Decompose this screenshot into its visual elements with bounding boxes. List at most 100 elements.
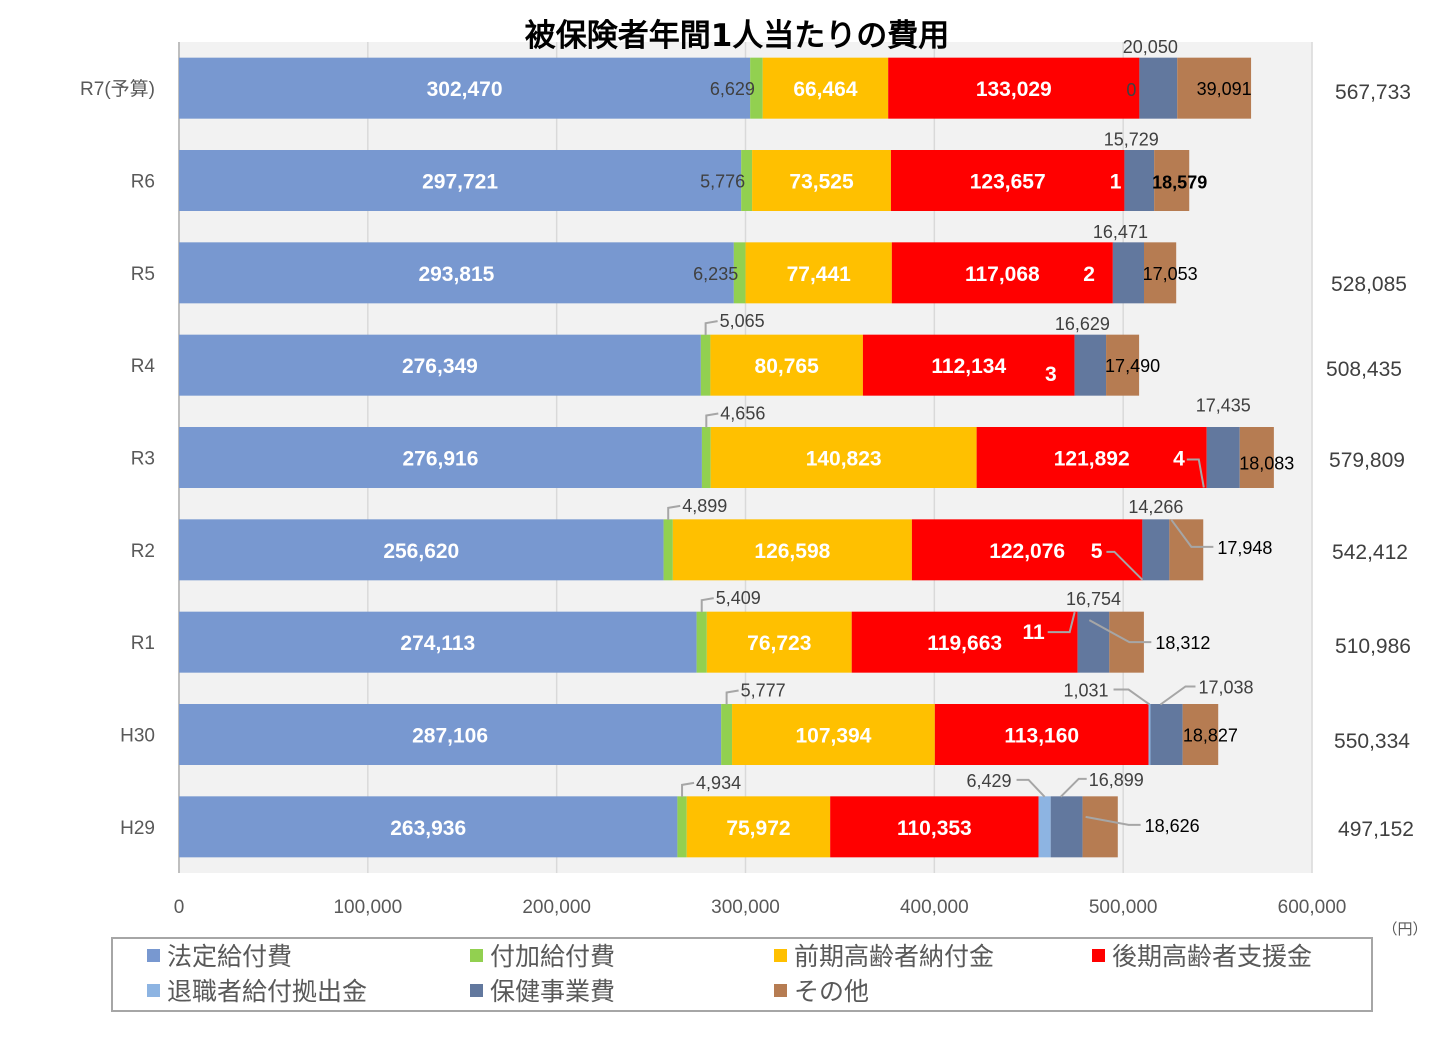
bars — [179, 57, 1274, 858]
data-label: 17,038 — [1198, 678, 1253, 698]
total-label: 497,152 — [1338, 818, 1414, 841]
leader-line — [1159, 685, 1196, 706]
data-label: 4,934 — [696, 773, 741, 793]
bar-segment — [752, 150, 891, 211]
legend-item: 後期高齢者支援金 — [1092, 942, 1312, 971]
legend-item: 退職者給付拠出金 — [147, 977, 367, 1006]
data-label: 17,435 — [1196, 396, 1251, 416]
leader-line — [1047, 611, 1076, 634]
data-label: 6,429 — [967, 771, 1012, 791]
bar-segment — [1206, 427, 1240, 488]
category-labels: R7(予算) R6 R5 R4 R3 R2 R1 H30 H29 — [80, 78, 155, 839]
data-label: 110,353 — [897, 817, 972, 840]
data-label: 302,470 — [427, 78, 503, 101]
category-label: H30 — [120, 726, 155, 747]
x-tick-label: 300,000 — [711, 897, 780, 918]
legend-item: 保健事業費 — [470, 977, 615, 1006]
leader-line — [1016, 778, 1046, 798]
leader-line — [725, 689, 739, 705]
bar-segment — [179, 334, 701, 396]
data-label: 14,266 — [1128, 497, 1183, 517]
total-label: 508,435 — [1326, 358, 1402, 381]
data-label: 11 — [1022, 621, 1045, 644]
data-label: 6,235 — [693, 264, 738, 284]
legend-label: 退職者給付拠出金 — [167, 977, 367, 1006]
bar-segment — [1112, 242, 1144, 304]
total-label: 510,986 — [1335, 635, 1411, 658]
data-label: 133,029 — [976, 78, 1052, 101]
data-label: 4,656 — [720, 404, 765, 424]
bar-segment — [179, 611, 697, 673]
bar-segment — [851, 611, 1078, 673]
data-label: 274,113 — [400, 632, 475, 655]
bar-segment — [1148, 704, 1151, 765]
legend-item: 付加給付費 — [470, 942, 615, 971]
bar-segment — [179, 150, 742, 211]
bar-segment — [706, 611, 852, 673]
legend-item: 前期高齢者納付金 — [774, 942, 994, 971]
legend-swatch — [1092, 949, 1105, 962]
bar-segment — [700, 334, 711, 396]
bar-segment — [976, 427, 1207, 488]
leader-line — [667, 504, 681, 520]
data-label: 113,160 — [1004, 725, 1079, 748]
data-label: 18,827 — [1183, 726, 1238, 746]
bar-segment — [1154, 150, 1190, 211]
bar-segment — [1077, 611, 1110, 673]
x-tick-label: 0 — [174, 897, 185, 918]
x-tick-label: 200,000 — [522, 897, 591, 918]
data-label: 15,729 — [1104, 130, 1159, 150]
data-label: 80,765 — [755, 355, 820, 378]
data-label: 122,076 — [989, 540, 1065, 563]
bar-segment — [1124, 150, 1155, 211]
category-label: R4 — [131, 356, 156, 377]
legend-label: 前期高齢者納付金 — [794, 942, 994, 971]
data-label: 119,663 — [927, 632, 1002, 655]
data-label: 77,441 — [787, 263, 852, 286]
data-label: 16,899 — [1089, 770, 1144, 790]
bar-segment — [1074, 334, 1107, 396]
data-label: 293,815 — [418, 263, 494, 286]
data-label: 117,068 — [965, 263, 1040, 286]
bar-segment — [710, 427, 977, 488]
data-label: 1 — [1110, 171, 1122, 194]
bar-segment — [179, 796, 678, 858]
bar-segment — [733, 242, 746, 304]
data-label: 126,598 — [754, 540, 830, 563]
data-label: 18,579 — [1152, 173, 1207, 193]
chart-title: 被保険者年間1人当たりの費用 — [525, 18, 950, 54]
data-label: 123,657 — [970, 171, 1046, 194]
data-label: 107,394 — [795, 725, 871, 748]
category-label: R3 — [131, 449, 155, 470]
bar-segment — [890, 150, 1125, 211]
legend-item: 法定給付費 — [147, 942, 292, 971]
data-label: 140,823 — [806, 448, 882, 471]
data-label: 121,892 — [1054, 448, 1130, 471]
data-label: 0 — [1126, 80, 1136, 100]
bar-segment — [750, 57, 763, 119]
data-label: 2 — [1083, 263, 1095, 286]
leader-line — [1059, 777, 1087, 798]
leader-line — [704, 320, 718, 336]
bar-segment — [732, 704, 935, 765]
bar-segment — [179, 242, 734, 304]
legend-label: その他 — [794, 977, 869, 1006]
legend-box — [111, 937, 1373, 1012]
bar-segment — [911, 519, 1143, 581]
legend-swatch — [147, 949, 160, 962]
bar-segment — [830, 796, 1039, 858]
bar-segment — [1038, 796, 1051, 858]
legend-swatch — [470, 984, 483, 997]
leader-line — [681, 781, 695, 797]
legend-item: その他 — [774, 977, 869, 1006]
bar-segment — [1143, 242, 1177, 304]
data-label: 39,091 — [1197, 79, 1252, 99]
x-tick-label: 600,000 — [1278, 897, 1347, 918]
x-axis-ticks: 0 100,000 200,000 300,000 400,000 500,000 600,… — [174, 897, 1347, 918]
data-label: 18,083 — [1239, 454, 1294, 474]
bar-segment — [1139, 57, 1178, 119]
leader-line — [700, 597, 714, 613]
bar-segment — [1169, 519, 1204, 581]
